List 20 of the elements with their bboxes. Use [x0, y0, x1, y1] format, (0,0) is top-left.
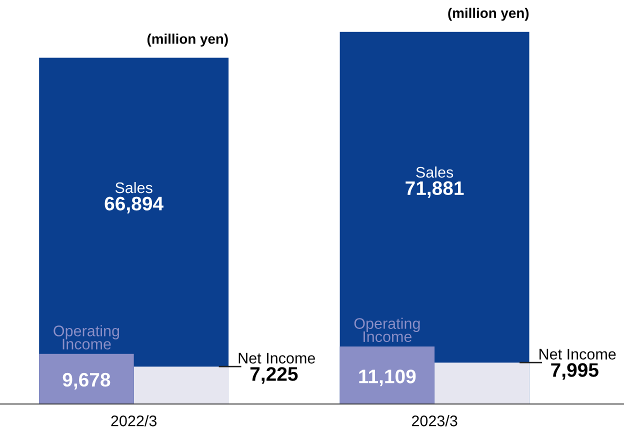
x-tick-label: 2023/3	[412, 415, 458, 426]
bar	[340, 346, 435, 404]
bar	[39, 354, 134, 404]
annotation: (million yen)	[147, 34, 228, 47]
data-label: 9,678	[62, 372, 110, 390]
data-label: 7,995	[551, 363, 598, 380]
text: (million yen)	[448, 8, 529, 21]
bar	[434, 362, 530, 404]
x-tick-label: 2022/3	[111, 415, 157, 426]
text: Operating Income	[354, 318, 420, 342]
text: Sales	[115, 182, 152, 194]
series-label: Operating Income	[54, 325, 120, 350]
data-label: 11,109	[359, 370, 416, 386]
series-label: Net Income	[238, 352, 316, 364]
series-label: Sales	[416, 166, 454, 178]
data-label: 71,881	[406, 181, 464, 198]
text: Net Income	[540, 348, 616, 360]
bar	[134, 366, 229, 404]
data-label: 7,225	[250, 367, 298, 384]
data-label: 66,894	[104, 196, 164, 214]
